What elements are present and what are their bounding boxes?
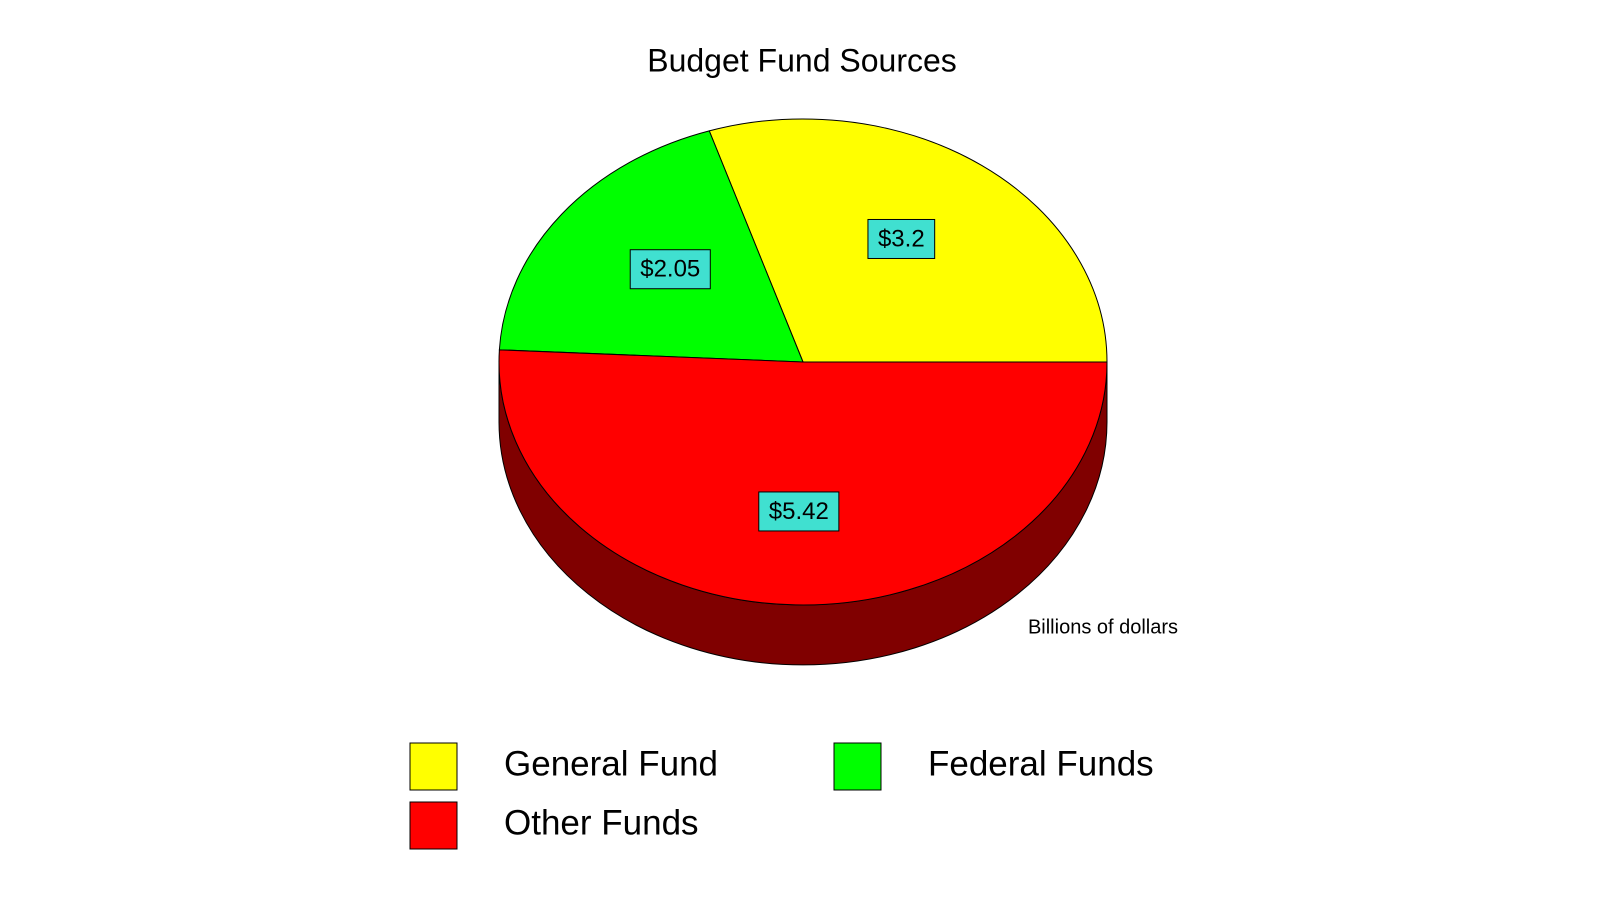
value-label: $3.2 bbox=[878, 225, 925, 252]
legend-label: General Fund bbox=[504, 744, 718, 783]
legend-label: Other Funds bbox=[504, 803, 699, 842]
value-label: $2.05 bbox=[640, 256, 700, 283]
legend: General Fund Federal Funds Other Funds bbox=[409, 742, 1154, 850]
value-label-box bbox=[758, 491, 840, 532]
legend-swatch bbox=[409, 801, 458, 850]
value-label: $5.42 bbox=[769, 498, 829, 525]
legend-label: Federal Funds bbox=[928, 744, 1154, 783]
value-label-box bbox=[629, 249, 711, 290]
pie-slice bbox=[498, 349, 1108, 606]
pie-slices bbox=[498, 118, 1108, 606]
legend-swatch bbox=[409, 742, 458, 791]
chart-title: Budget Fund Sources bbox=[647, 42, 957, 78]
value-label-box bbox=[867, 218, 936, 259]
pie-slice bbox=[498, 130, 804, 363]
legend-swatch bbox=[833, 742, 882, 791]
annotation: Billions of dollars bbox=[1028, 616, 1178, 638]
value-labels: $3.2 $2.05 $5.42 bbox=[629, 218, 936, 532]
